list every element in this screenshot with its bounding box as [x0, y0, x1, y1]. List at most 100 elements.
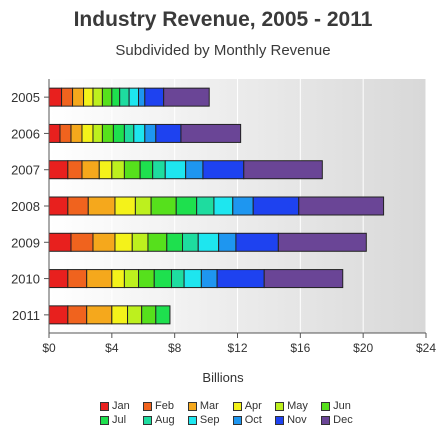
x-tick-label: $24	[416, 341, 436, 355]
legend-swatch	[321, 415, 331, 425]
bar-segment-2008-oct	[232, 196, 254, 216]
bar-segment-2009-jan	[48, 232, 72, 252]
bar-segment-2007-jun	[123, 160, 141, 180]
legend-item-jan: Jan	[100, 400, 137, 412]
x-tick-label: $16	[290, 341, 310, 355]
chart-title: Industry Revenue, 2005 - 2011	[73, 8, 373, 31]
bar-segment-2007-apr	[98, 160, 113, 180]
bar-segment-2005-sep	[128, 87, 140, 107]
x-tick-label: $4	[105, 341, 119, 355]
legend-swatch	[143, 415, 153, 425]
bar-segment-2010-mar	[86, 269, 113, 289]
bar-segment-2008-nov	[252, 196, 300, 216]
legend-label: Jan	[112, 400, 130, 412]
bar-segment-2009-dec	[277, 232, 367, 252]
bar-segment-2006-oct	[144, 123, 157, 143]
bar-segment-2005-oct	[138, 87, 146, 107]
legend-swatch	[321, 401, 331, 411]
bar-segment-2008-apr	[114, 196, 136, 216]
bar-segment-2007-jan	[48, 160, 69, 180]
legend-label: Jul	[112, 414, 127, 426]
bar-segment-2009-oct	[218, 232, 237, 252]
bar-segment-2007-aug	[152, 160, 166, 180]
y-tick-label: 2010	[11, 272, 40, 287]
legend-item-jun: Jun	[321, 400, 360, 412]
legend-label: Apr	[244, 400, 262, 412]
legend-swatch	[275, 401, 285, 411]
bar-segment-2011-jan	[48, 305, 69, 325]
legend-label: Oct	[244, 414, 262, 426]
bar-segment-2009-nov	[235, 232, 279, 252]
bar-segment-2009-jul	[166, 232, 184, 252]
legend-label: Dec	[333, 414, 353, 426]
bar-segment-2007-sep	[164, 160, 187, 180]
bar-segment-2007-feb	[67, 160, 83, 180]
legend-swatch	[100, 401, 109, 411]
bar-segment-2010-jul	[153, 269, 173, 289]
bar-segment-2005-jan	[48, 87, 63, 107]
legend-label: Feb	[155, 400, 174, 412]
bar-segment-2010-feb	[67, 269, 88, 289]
bar-segment-2006-nov	[155, 123, 182, 143]
legend-label: Mar	[199, 400, 219, 412]
bar-segment-2009-may	[131, 232, 149, 252]
bar-segment-2007-may	[111, 160, 125, 180]
bar-segment-2007-nov	[202, 160, 245, 180]
legend-swatch	[187, 415, 197, 425]
legend-swatch	[275, 415, 285, 425]
bar-segment-2010-apr	[111, 269, 125, 289]
bar-segment-2006-apr	[81, 123, 94, 143]
x-tick-label: $12	[227, 341, 247, 355]
bar-segment-2008-may	[134, 196, 152, 216]
bar-segment-2006-jun	[101, 123, 114, 143]
bar-segment-2009-apr	[114, 232, 133, 252]
y-tick-label: 2005	[11, 90, 40, 105]
x-tick-label: $0	[42, 341, 56, 355]
bar-segment-2005-may	[92, 87, 103, 107]
legend-swatch	[187, 401, 197, 411]
legend-item-feb: Feb	[143, 400, 182, 412]
bar-segment-2010-aug	[171, 269, 185, 289]
bar-segment-2007-dec	[243, 160, 323, 180]
legend-label: Nov	[287, 414, 307, 426]
bar-segment-2007-jul	[139, 160, 154, 180]
bar-segment-2009-mar	[92, 232, 116, 252]
bar-segment-2010-sep	[183, 269, 202, 289]
legend-item-oct: Oct	[232, 414, 269, 426]
bar-segment-2010-jan	[48, 269, 69, 289]
bar-segment-2011-mar	[86, 305, 113, 325]
bar-segment-2006-sep	[133, 123, 146, 143]
bar-segment-2009-aug	[182, 232, 199, 252]
bar-segment-2011-apr	[111, 305, 129, 325]
legend-swatch	[232, 401, 242, 411]
bar-segment-2008-jan	[48, 196, 69, 216]
bar-segment-2010-jun	[138, 269, 155, 289]
legend-item-dec: Dec	[321, 414, 360, 426]
bar-segment-2011-jun	[141, 305, 157, 325]
bar-segment-2008-aug	[196, 196, 215, 216]
bar-segment-2008-jul	[175, 196, 198, 216]
bar-segment-2007-oct	[185, 160, 204, 180]
bar-segment-2005-jul	[111, 87, 121, 107]
legend-item-nov: Nov	[275, 414, 315, 426]
bar-segment-2005-mar	[72, 87, 85, 107]
bar-segment-2010-dec	[263, 269, 344, 289]
bar-segment-2008-mar	[87, 196, 116, 216]
bar-segment-2008-jun	[150, 196, 177, 216]
bar-segment-2007-mar	[81, 160, 100, 180]
legend-label: Sep	[199, 414, 220, 426]
bar-segment-2008-dec	[298, 196, 385, 216]
bar-segment-2005-jun	[101, 87, 113, 107]
legend-item-jul: Jul	[100, 414, 137, 426]
bar-segment-2009-feb	[70, 232, 94, 252]
bar-segment-2005-apr	[83, 87, 94, 107]
bar-segment-2005-nov	[144, 87, 165, 107]
x-tick-label: $8	[168, 341, 182, 355]
bar-segment-2011-may	[127, 305, 143, 325]
bar-segment-2006-may	[92, 123, 103, 143]
x-tick-label: $20	[353, 341, 373, 355]
legend: Jan Feb Mar Apr May Jun Jul Aug Sep Oct Nov Dec	[100, 400, 360, 426]
bar-segment-2006-jul	[112, 123, 125, 143]
legend-label: Jun	[333, 400, 351, 412]
chart-plot: $0 $4 $8 $12 $16 $20 $24 2005 2006 2007 2008 2009 20…	[11, 79, 436, 355]
